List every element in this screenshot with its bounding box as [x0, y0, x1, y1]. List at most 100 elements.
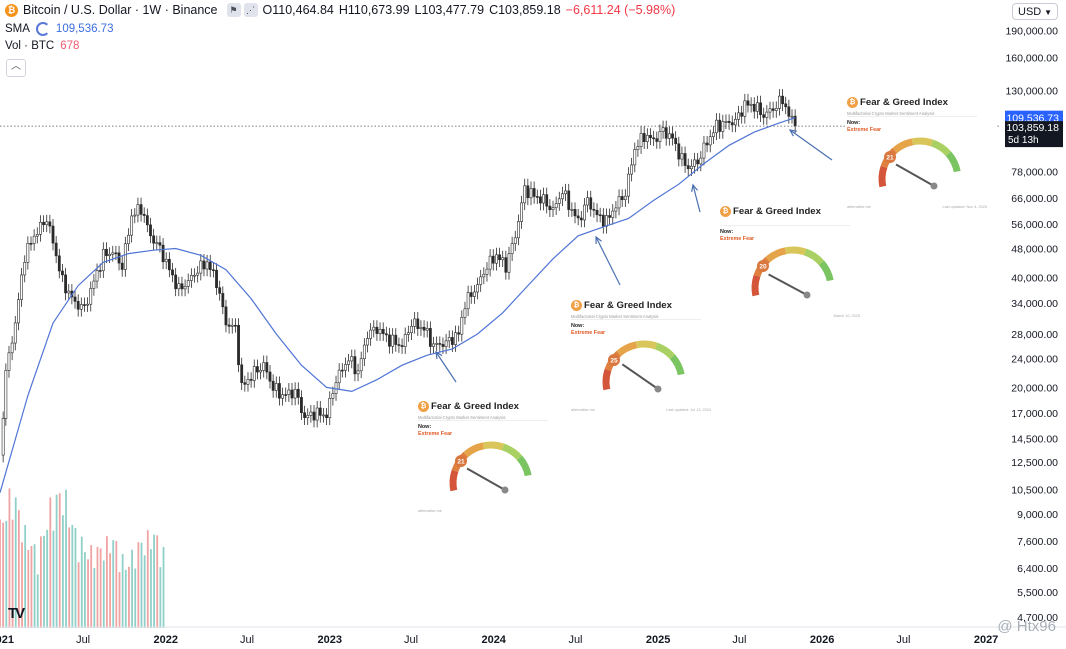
bitcoin-icon: ₿: [418, 401, 429, 412]
candle-body: [661, 127, 665, 132]
chevron-up-icon: ︿: [11, 61, 21, 72]
candle-body: [639, 133, 643, 147]
volume-bar: [0, 519, 1, 628]
candle-body: [450, 337, 454, 345]
candle-body: [406, 332, 410, 335]
collapse-indicators-button[interactable]: ︿: [6, 59, 26, 77]
gauge-arc: [669, 354, 685, 376]
gauge-needle: [466, 467, 506, 491]
candle-body: [287, 389, 291, 395]
volume-bar: [131, 549, 133, 628]
share-icon[interactable]: ⋰: [243, 3, 258, 17]
candle-body: [504, 257, 508, 273]
candle-body: [671, 133, 674, 139]
candle-body: [391, 334, 395, 347]
candle-body: [416, 318, 420, 329]
candle-body: [268, 371, 272, 382]
volume-bar: [58, 493, 61, 628]
sma-indicator[interactable]: SMA 109,536.73: [5, 22, 113, 36]
candle-body: [696, 159, 700, 165]
gauge-arc: [449, 469, 459, 492]
candle-body: [101, 248, 105, 271]
candle-body: [601, 214, 605, 227]
chevron-down-icon: ▼: [1044, 8, 1052, 17]
volume-bar: [112, 540, 115, 628]
gauge-arc: [784, 246, 807, 256]
candle-body: [642, 133, 646, 142]
candle-body: [123, 243, 127, 270]
flag-icon[interactable]: ⚑: [226, 3, 241, 17]
price-tick-label: 78,000.00: [1011, 167, 1058, 179]
candle-body: [623, 195, 627, 201]
volume-indicator[interactable]: Vol · BTC 678: [5, 40, 79, 52]
candle-body: [784, 103, 788, 108]
candle-body: [306, 415, 310, 418]
symbol-title[interactable]: Bitcoin / U.S. Dollar · 1W · Binance: [23, 3, 218, 17]
candle-body: [447, 337, 451, 342]
gauge-value-label: 20: [759, 264, 767, 271]
candle-body: [344, 364, 347, 371]
candle-body: [576, 215, 580, 219]
volume-bar: [61, 515, 64, 628]
gauge-icon: 20: [751, 246, 834, 299]
candle-body: [1, 418, 5, 456]
price-tick-label: 190,000.00: [1005, 25, 1058, 37]
candle-body: [419, 326, 423, 329]
candle-body: [611, 210, 615, 218]
candle-body: [7, 352, 11, 371]
volume-bar: [93, 568, 96, 628]
volume-bar: [21, 542, 23, 628]
candle-body: [133, 214, 137, 217]
time-tick-label: Jul: [76, 634, 90, 646]
candle-body: [444, 340, 448, 347]
candle-body: [29, 243, 33, 245]
candle-body: [89, 288, 93, 305]
divider: [720, 225, 850, 226]
candle-body: [397, 344, 401, 346]
candle-body: [303, 412, 306, 418]
candle-body: [262, 362, 266, 371]
candle-body: [340, 369, 344, 372]
candle-body: [227, 324, 231, 327]
card-title: Fear & Greed Index: [584, 300, 672, 311]
price-tick-label: 40,000.00: [1011, 272, 1058, 284]
candle-body: [4, 370, 8, 419]
annotation-arrow: [435, 351, 457, 383]
candle-body: [441, 344, 445, 347]
candle-body: [683, 153, 687, 166]
candle-body: [756, 102, 759, 112]
card-status: Extreme Fear: [418, 431, 453, 437]
card-title: Fear & Greed Index: [431, 401, 519, 412]
gauge-arc: [602, 368, 612, 391]
candle-body: [705, 142, 709, 146]
card-status: Extreme Fear: [720, 236, 755, 242]
candle-body: [246, 378, 250, 385]
candle-body: [608, 215, 612, 218]
candle-body: [592, 208, 596, 211]
close-value: C103,859.18: [489, 3, 561, 17]
candle-body: [454, 332, 457, 345]
time-tick-label: Jul: [732, 634, 746, 646]
gauge-arc: [945, 151, 961, 173]
gauge-arc: [911, 137, 934, 147]
volume-bar: [150, 549, 152, 628]
price-tick-label: 66,000.00: [1011, 193, 1058, 205]
candle-body: [765, 111, 769, 118]
candle-body: [174, 274, 178, 290]
volume-bar: [124, 569, 127, 628]
volume-bar: [17, 510, 20, 628]
price-tick-label: 28,000.00: [1011, 329, 1058, 341]
candle-body: [617, 196, 621, 209]
candle-body: [196, 272, 200, 276]
volume-bar: [90, 545, 93, 628]
change-value: −6,611.24 (−5.98%): [565, 3, 676, 17]
currency-select[interactable]: USD ▼: [1012, 3, 1058, 20]
gauge-arc: [892, 138, 914, 154]
price-tick-label: 48,000.00: [1011, 244, 1058, 256]
tradingview-logo[interactable]: TV: [8, 605, 25, 622]
candle-body: [561, 193, 564, 200]
volume-bar: [80, 536, 83, 628]
card-subtitle: Multifactorial Crypto Market Sentiment A…: [418, 415, 506, 420]
volume-bar: [74, 528, 77, 628]
candle-body: [233, 324, 237, 327]
